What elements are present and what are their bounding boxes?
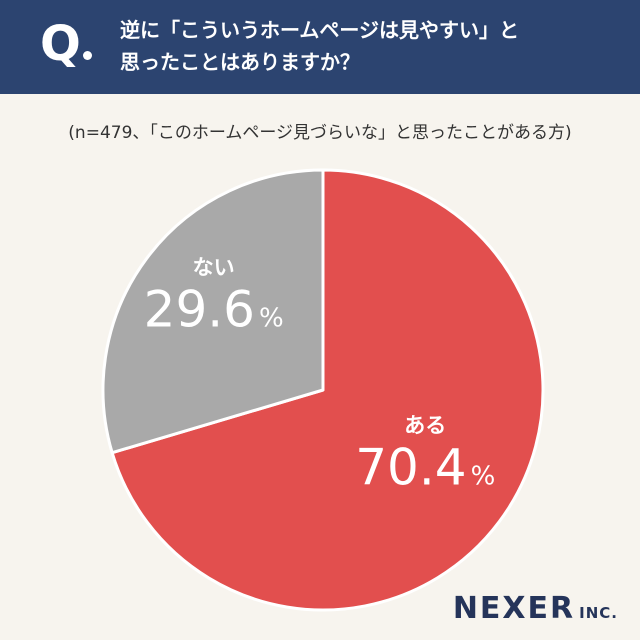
q-dot-icon [82, 51, 92, 60]
logo-sub: INC. [579, 604, 618, 622]
sample-note: (n=479、「このホームページ見づらいな」と思ったことがある方) [68, 123, 572, 143]
question-header: Q 逆に「こういうホームページは見やすい」と 思ったことはありますか？ [0, 0, 640, 94]
slice-value-1: 29.6% [144, 280, 284, 338]
pie-slice-0 [110, 168, 545, 612]
slice-value-0: 70.4% [355, 438, 495, 496]
slice-label-0: ある [404, 413, 446, 437]
slice-label-1: ない [193, 255, 235, 279]
question-line-2: 思ったことはありますか？ [120, 50, 360, 74]
question-text: 逆に「こういうホームページは見やすい」と 思ったことはありますか？ [120, 14, 620, 78]
nexer-logo: NEXER INC. [453, 591, 618, 626]
q-label: Q [40, 14, 92, 74]
pie-slice-1 [101, 168, 325, 455]
question-line-1: 逆に「こういうホームページは見やすい」と [120, 18, 519, 42]
logo-main: NEXER [452, 591, 576, 626]
